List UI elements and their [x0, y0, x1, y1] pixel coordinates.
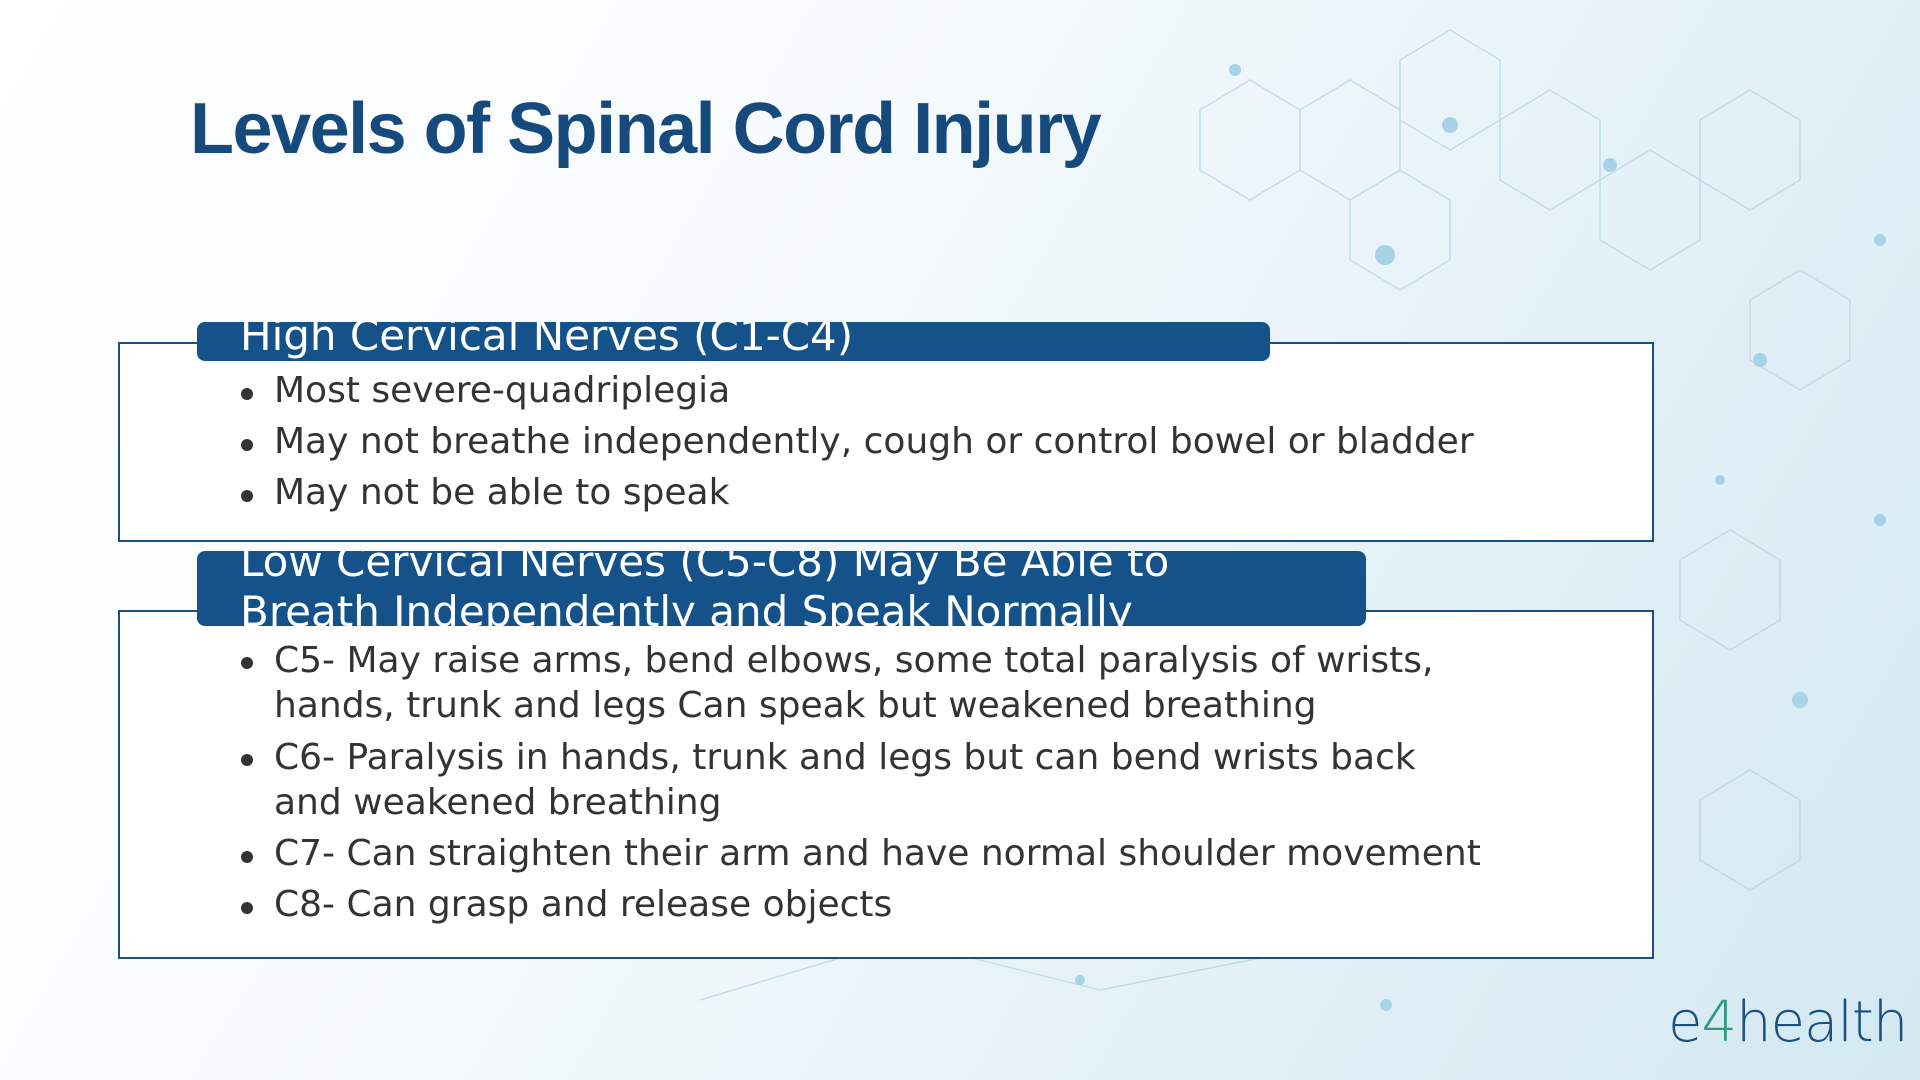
bullet-item: C8- Can grasp and release objects [240, 883, 1540, 927]
low-cervical-bullets: C5- May raise arms, bend elbows, some to… [240, 638, 1540, 934]
logo-e: e [1668, 990, 1702, 1055]
low-cervical-box [118, 610, 1654, 959]
header-text-line-1: Low Cervical Nerves (C5-C8) May Be Able … [240, 551, 1170, 586]
slide-title: Levels of Spinal Cord Injury [190, 89, 1102, 169]
header-text-line-2: Breath Independently and Speak Normally [240, 587, 1133, 626]
e4health-logo: e4health [1668, 990, 1908, 1055]
bullet-item: Most severe-quadriplegia [240, 369, 1474, 413]
bullet-item: C7- Can straighten their arm and have no… [240, 832, 1540, 876]
header-text: High Cervical Nerves (C1-C4) [240, 322, 854, 360]
bullet-item: C5- May raise arms, bend elbows, some to… [240, 638, 1494, 728]
low-cervical-header: Low Cervical Nerves (C5-C8) May Be Able … [197, 551, 1366, 626]
bullet-item: May not be able to speak [240, 471, 1474, 515]
high-cervical-bullets: Most severe-quadriplegia May not breathe… [240, 369, 1474, 522]
logo-4: 4 [1701, 990, 1737, 1055]
logo-health: health [1736, 990, 1908, 1055]
bullet-item: May not breathe independently, cough or … [240, 420, 1474, 464]
bullet-item: C6- Paralysis in hands, trunk and legs b… [240, 735, 1494, 825]
high-cervical-header: High Cervical Nerves (C1-C4) [197, 322, 1270, 361]
